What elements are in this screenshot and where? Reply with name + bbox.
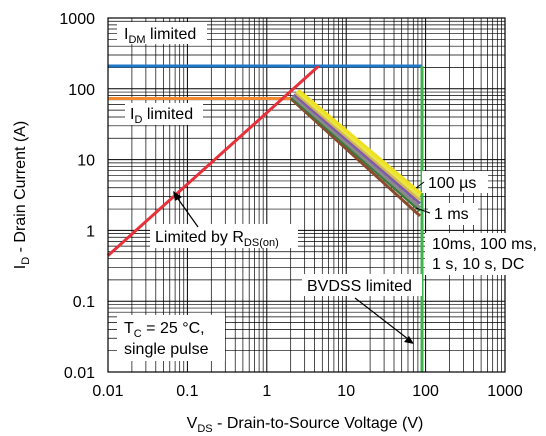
annotation-100us: 100 µs xyxy=(415,171,488,193)
series-line-t10s xyxy=(290,96,421,212)
series-lines xyxy=(106,64,424,372)
series-line-t10ms xyxy=(294,91,421,202)
series-line-dc xyxy=(289,97,422,218)
svg-text:1 s, 10 s, DC: 1 s, 10 s, DC xyxy=(432,256,524,273)
annotation-1ms: 1 ms xyxy=(415,203,478,225)
annotation-bvdss: BVDSS limited xyxy=(302,274,422,344)
series-line-t1ms xyxy=(296,90,421,198)
svg-text:1 ms: 1 ms xyxy=(434,206,469,223)
annotation-conditions: TC = 25 °C, single pulse xyxy=(117,315,225,361)
svg-text:IDM limited: IDM limited xyxy=(124,26,196,46)
annotation-rds-limited: Limited by RDS(on) xyxy=(150,191,298,249)
annotation-idm-limited: IDM limited xyxy=(117,22,207,46)
x-tick-label: 0.1 xyxy=(176,383,198,400)
rds-arrow xyxy=(175,195,199,228)
svg-text:100 µs: 100 µs xyxy=(428,175,476,192)
x-tick-label: 0.01 xyxy=(92,383,123,400)
y-tick-label: 0.1 xyxy=(73,294,95,311)
series-line-rds xyxy=(106,64,320,257)
y-tick-label: 100 xyxy=(68,82,95,99)
y-tick-label: 10 xyxy=(77,153,95,170)
rds-arrowhead xyxy=(173,191,182,201)
svg-text:single pulse: single pulse xyxy=(124,341,209,358)
x-tick-label: 10 xyxy=(337,383,355,400)
y-tick-label: 1 xyxy=(86,223,95,240)
annotation-dc: 10ms, 100 ms, 1 s, 10 s, DC xyxy=(425,233,545,275)
bvdss-arrow xyxy=(354,297,409,340)
x-tick-label: 100 xyxy=(412,383,439,400)
y-axis-title: ID - Drain Current (A) xyxy=(12,121,32,269)
series-line-t100ms xyxy=(293,93,421,205)
x-tick-label: 1 xyxy=(262,383,271,400)
x-tick-label: 1000 xyxy=(487,383,523,400)
y-tick-label: 0.01 xyxy=(64,365,95,382)
y-tick-label: 1000 xyxy=(59,11,95,28)
series-line-t100us xyxy=(297,88,423,195)
bvdss-arrowhead xyxy=(404,336,414,344)
svg-text:ID limited: ID limited xyxy=(130,106,193,126)
svg-text:10ms, 100 ms,: 10ms, 100 ms, xyxy=(432,236,537,253)
x-axis-title: VDS - Drain-to-Source Voltage (V) xyxy=(187,415,424,435)
svg-text:Limited by RDS(on): Limited by RDS(on) xyxy=(155,229,279,249)
svg-text:BVDSS limited: BVDSS limited xyxy=(307,278,412,295)
annotation-id-limited: ID limited xyxy=(125,103,203,126)
svg-text:TC = 25 °C,: TC = 25 °C, xyxy=(124,320,205,340)
plot-frame xyxy=(107,17,506,373)
tick-labels: 0.01 0.1 1 10 100 1000 0.01 0.1 1 10 100 1000 xyxy=(59,11,522,400)
series-line-t1s xyxy=(291,94,421,209)
